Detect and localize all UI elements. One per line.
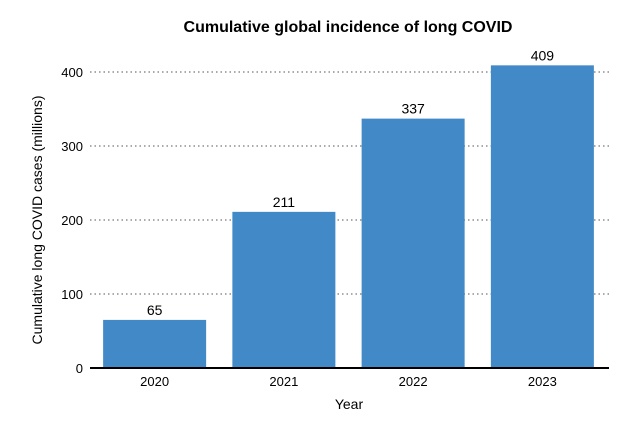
y-tick-labels: 0 100 200 300 400 [61, 65, 83, 376]
value-label-2020: 65 [147, 302, 163, 318]
x-axis-label: Year [335, 396, 364, 412]
value-label-2023: 409 [531, 47, 555, 63]
y-tick-label: 0 [76, 361, 83, 376]
bar-2023 [490, 65, 594, 368]
chart-title: Cumulative global incidence of long COVI… [184, 19, 513, 36]
y-axis-label: Cumulative long COVID cases (millions) [29, 96, 45, 345]
value-label-2022: 337 [401, 101, 425, 117]
value-label-2021: 211 [273, 194, 296, 210]
y-tick-label: 300 [61, 139, 83, 154]
x-tick-label: 2023 [528, 374, 557, 389]
bars [103, 65, 594, 369]
y-tick-label: 400 [61, 65, 83, 80]
y-tick-label: 200 [61, 213, 83, 228]
bar-2021 [232, 211, 336, 368]
x-tick-label: 2021 [269, 374, 298, 389]
bar-2020 [103, 319, 207, 368]
x-tick-labels: 2020 2021 2022 2023 [140, 374, 557, 389]
x-tick-label: 2020 [140, 374, 169, 389]
bar-2022 [361, 118, 465, 369]
y-tick-label: 100 [61, 287, 83, 302]
value-labels: 65 211 337 409 [147, 47, 554, 318]
x-tick-label: 2022 [399, 374, 428, 389]
